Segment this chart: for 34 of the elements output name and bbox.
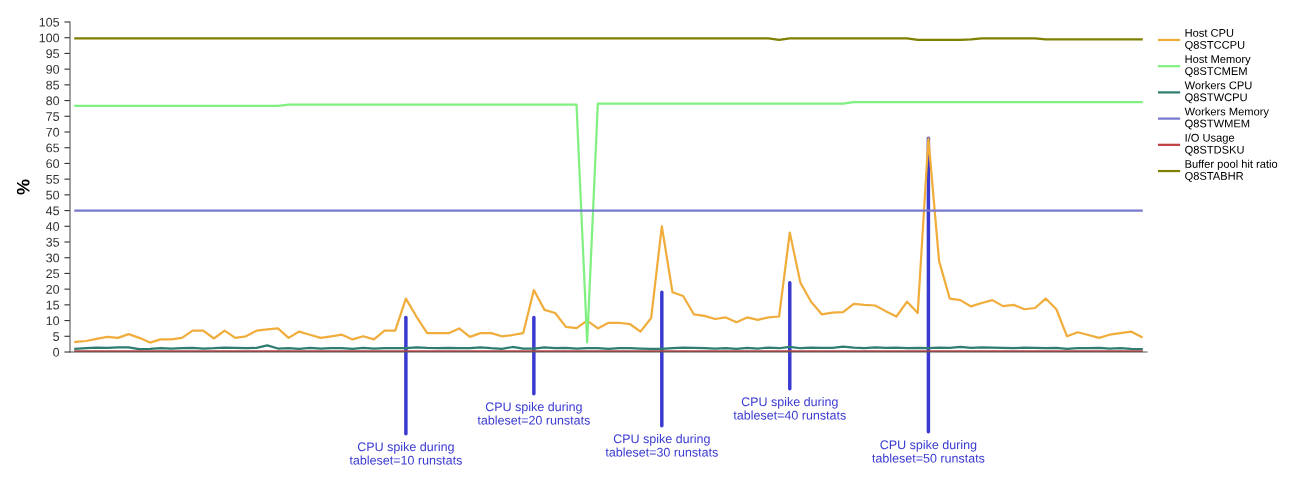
y-tick-label: 75 xyxy=(46,112,60,121)
legend-label: Workers CPU Q8STWCPU xyxy=(1184,81,1252,104)
y-tick-label: 50 xyxy=(46,190,60,200)
legend-label: Workers Memory Q8STWMEM xyxy=(1184,107,1269,130)
y-axis-title: % xyxy=(16,179,30,195)
legend-label: Host Memory Q8STCMEM xyxy=(1185,55,1251,77)
y-tick-label: 60 xyxy=(46,159,60,169)
y-tick-label: 20 xyxy=(46,284,60,294)
y-tick-label: 5 xyxy=(53,332,60,341)
y-tick-label: 40 xyxy=(45,222,60,231)
y-tick-label: 10 xyxy=(46,316,60,326)
y-tick-label: 0 xyxy=(53,347,60,357)
y-tick-label: 45 xyxy=(45,206,60,216)
text: CPU spike during tableset=50 runstats xyxy=(872,440,985,463)
y-tick-label: 80 xyxy=(46,96,60,106)
y-tick-label: 95 xyxy=(46,49,60,59)
legend-label: Buffer pool hit ratio Q8STABHR xyxy=(1185,159,1278,182)
y-tick-label: 100 xyxy=(39,33,60,43)
y-tick-label: 65 xyxy=(46,143,60,153)
y-tick-label: 85 xyxy=(46,80,60,90)
text: CPU spike during tableset=40 runstats xyxy=(733,397,846,420)
text: CPU spike during tableset=20 runstats xyxy=(477,402,590,425)
y-tick-label: 70 xyxy=(46,127,60,137)
y-tick-label: 35 xyxy=(46,237,60,247)
y-tick-label: 30 xyxy=(46,253,60,263)
legend-label: Host CPU Q8STCCPU xyxy=(1185,28,1245,51)
y-tick-label: 15 xyxy=(46,300,60,310)
y-tick-label: 105 xyxy=(39,17,60,27)
text: CPU spike during tableset=30 runstats xyxy=(605,434,718,457)
text: CPU spike during tableset=10 runstats xyxy=(349,442,462,465)
y-tick-label: 55 xyxy=(46,175,60,184)
y-tick-label: 90 xyxy=(46,64,60,74)
legend-label: I/O Usage Q8STDSKU xyxy=(1185,133,1244,156)
y-tick-label: 25 xyxy=(46,269,60,279)
